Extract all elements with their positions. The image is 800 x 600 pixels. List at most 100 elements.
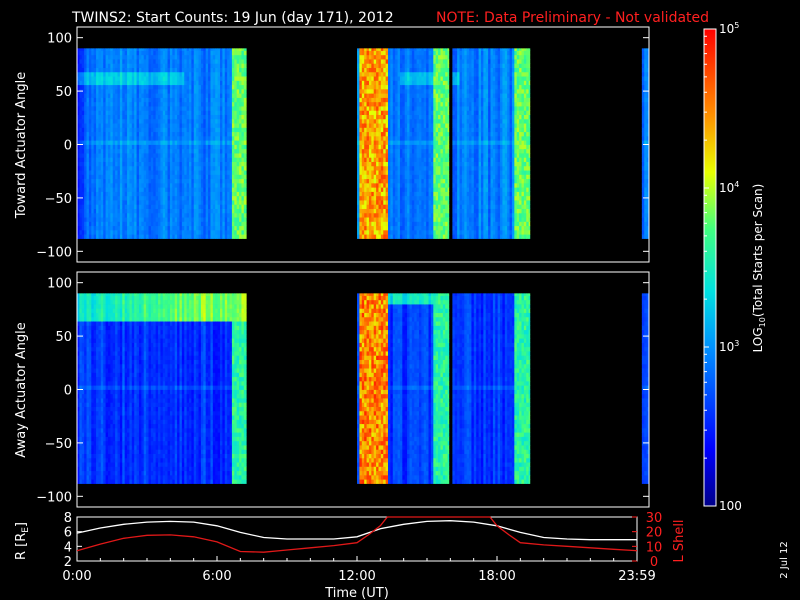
heatmap-cell: [368, 148, 372, 154]
heatmap-cell: [160, 195, 164, 201]
heatmap-cell: [177, 157, 180, 162]
heatmap-cell: [79, 80, 83, 86]
heatmap-cell: [186, 191, 190, 197]
heatmap-cell: [117, 48, 121, 51]
heatmap-cell: [404, 59, 408, 64]
heatmap-cell: [148, 225, 152, 231]
heatmap-cell: [193, 161, 197, 167]
heatmap-cell: [98, 67, 102, 73]
heatmap-cell: [77, 225, 80, 231]
heatmap-cell: [100, 59, 104, 64]
heatmap-cell: [162, 225, 166, 231]
heatmap-cell: [227, 135, 230, 141]
heatmap-cell: [153, 101, 157, 107]
heatmap-cell: [148, 212, 152, 218]
heatmap-cell: [227, 204, 230, 209]
heatmap-cell: [81, 153, 85, 158]
heatmap-cell: [447, 208, 450, 214]
heatmap-cell: [435, 97, 439, 103]
heatmap-cell: [127, 217, 130, 222]
heatmap-cell: [419, 195, 422, 201]
heatmap-cell: [196, 212, 199, 218]
heatmap-cell: [397, 225, 401, 231]
heatmap-cell: [447, 93, 450, 98]
heatmap-cell: [376, 165, 379, 171]
heatmap-cell: [81, 191, 85, 197]
heatmap-cell: [124, 131, 128, 137]
heatmap-cell: [241, 178, 245, 184]
heatmap-cell: [442, 84, 446, 90]
heatmap-cell: [127, 165, 130, 171]
heatmap-cell: [162, 229, 166, 235]
heatmap-cell: [160, 234, 164, 239]
heatmap-cell: [388, 178, 391, 184]
heatmap-cell: [91, 50, 95, 56]
heatmap-cell: [430, 48, 434, 51]
heatmap-cell: [224, 161, 228, 167]
heatmap-cell: [193, 187, 197, 192]
heatmap-cell: [134, 170, 137, 175]
heatmap-cell: [416, 63, 420, 68]
heatmap-cell: [402, 178, 406, 184]
heatmap-cell: [124, 200, 128, 205]
heatmap-cell: [390, 178, 394, 184]
heatmap-cell: [174, 170, 178, 175]
heatmap-cell: [162, 135, 166, 141]
heatmap-cell: [220, 59, 223, 64]
heatmap-cell: [81, 54, 85, 60]
heatmap-cell: [200, 161, 204, 167]
heatmap-cell: [181, 178, 185, 184]
heatmap-cell: [155, 97, 159, 103]
heatmap-cell: [115, 217, 118, 222]
heatmap-cell: [191, 182, 195, 188]
heatmap-cell: [442, 63, 446, 68]
heatmap-cell: [440, 157, 444, 162]
heatmap-cell: [227, 123, 230, 128]
heatmap-cell: [210, 174, 214, 180]
heatmap-cell: [229, 221, 233, 227]
heatmap-cell: [200, 212, 204, 218]
heatmap-cell: [93, 234, 97, 239]
heatmap-cell: [236, 106, 240, 111]
heatmap-cell: [129, 208, 133, 214]
heatmap-cell: [150, 217, 154, 222]
heatmap-cell: [172, 101, 176, 107]
heatmap-cell: [127, 221, 130, 227]
heatmap-cell: [376, 118, 379, 124]
heatmap-cell: [217, 229, 221, 235]
heatmap-cell: [435, 178, 439, 184]
heatmap-cell: [115, 153, 118, 158]
heatmap-cell: [119, 101, 123, 107]
heatmap-cell: [177, 191, 180, 197]
heatmap-cell: [419, 48, 422, 51]
heatmap-cell: [433, 225, 437, 231]
heatmap-cell: [186, 217, 190, 222]
heatmap-cell: [162, 50, 166, 56]
heatmap-cell: [98, 221, 102, 227]
heatmap-cell: [129, 131, 133, 137]
heatmap-cell: [243, 59, 247, 64]
heatmap-cell: [364, 212, 367, 218]
heatmap-cell: [143, 225, 147, 231]
heatmap-cell: [136, 178, 140, 184]
heatmap-cell: [155, 93, 159, 98]
heatmap-cell: [165, 208, 168, 214]
heatmap-cell: [229, 67, 233, 73]
heatmap-cell: [174, 212, 178, 218]
heatmap-cell: [241, 148, 245, 154]
heatmap-cell: [397, 54, 401, 60]
heatmap-cell: [141, 114, 145, 120]
heatmap-cell: [172, 174, 176, 180]
heatmap-cell: [414, 148, 418, 154]
heatmap-cell: [378, 71, 382, 77]
heatmap-cell: [445, 225, 448, 231]
heatmap-cell: [177, 59, 180, 64]
heatmap-cell: [179, 204, 183, 209]
heatmap-cell: [205, 161, 209, 167]
heatmap-cell: [210, 195, 214, 201]
heatmap-cell: [186, 63, 190, 68]
heatmap-cell: [404, 221, 408, 227]
heatmap-cell: [153, 204, 157, 209]
heatmap-cell: [86, 225, 90, 231]
heatmap-cell: [440, 114, 444, 120]
